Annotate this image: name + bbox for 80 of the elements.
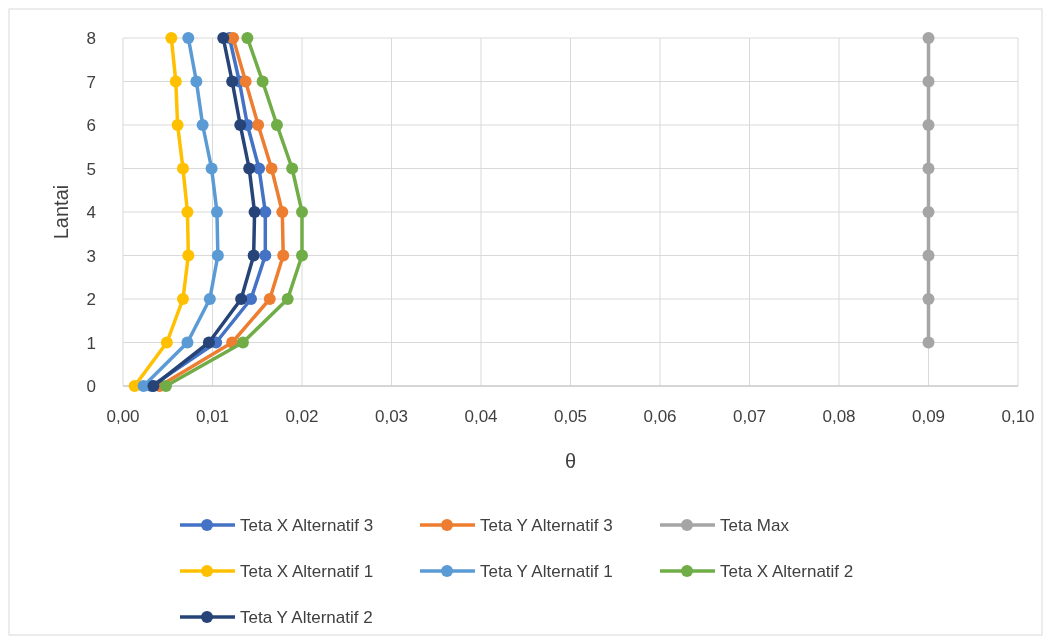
point [196, 119, 209, 131]
point [234, 119, 247, 131]
x-tick-label: 0,07 [732, 407, 767, 426]
point [248, 206, 261, 218]
x-tick-label: 0,10 [1001, 407, 1035, 426]
point [263, 293, 276, 305]
x-tick-label: 0,01 [195, 407, 230, 426]
point [202, 336, 215, 349]
legend-label: Teta Y Alternatif 3 [480, 516, 613, 535]
point [922, 293, 935, 305]
point [159, 380, 172, 392]
point [922, 32, 935, 44]
point [296, 249, 308, 262]
point [137, 380, 150, 392]
point [165, 32, 178, 44]
point [160, 336, 173, 349]
y-tick-label: 0 [86, 377, 96, 396]
point [176, 162, 189, 175]
point [169, 75, 182, 88]
point [236, 336, 249, 349]
legend-label: Teta Max [720, 516, 790, 535]
x-tick-label: 0,08 [822, 407, 856, 426]
x-tick-label: 0,03 [374, 407, 409, 426]
y-axis-title: Lantai [50, 184, 72, 240]
point [252, 119, 265, 131]
point [182, 32, 195, 44]
x-tick-label: 0,06 [643, 407, 677, 426]
point [922, 249, 935, 262]
point [256, 75, 269, 88]
y-tick-label: 8 [86, 29, 96, 48]
point [259, 206, 272, 218]
legend-label: Teta X Alternatif 1 [240, 562, 374, 581]
point [265, 162, 278, 175]
x-tick-label: 0,04 [464, 407, 498, 426]
point [227, 32, 240, 44]
point [270, 119, 283, 131]
point [922, 162, 935, 175]
y-tick-label: 5 [86, 159, 96, 179]
x-axis-title: θ [564, 450, 577, 472]
point [922, 206, 935, 218]
point [247, 249, 260, 262]
x-tick-label: 0,09 [911, 407, 946, 426]
point [276, 206, 289, 218]
y-tick-label: 2 [86, 290, 96, 309]
point [181, 206, 194, 218]
legend-label: Teta X Alternatif 3 [240, 516, 374, 535]
point [203, 293, 216, 305]
point [210, 206, 223, 218]
y-tick-label: 1 [86, 333, 96, 353]
y-tick-label: 6 [86, 116, 96, 135]
point [181, 336, 194, 349]
y-tick-label: 7 [86, 72, 96, 92]
point [243, 162, 256, 175]
point [190, 75, 203, 88]
x-tick-label: 0,05 [553, 407, 588, 426]
x-tick-label: 0,02 [285, 407, 319, 426]
point [205, 162, 218, 175]
point [241, 32, 254, 44]
x-tick-label: 0,00 [106, 407, 140, 426]
point [226, 75, 239, 88]
point [286, 162, 299, 175]
point [259, 249, 272, 262]
point [239, 75, 252, 88]
y-tick-label: 4 [86, 203, 96, 222]
point [922, 119, 935, 131]
point [281, 293, 294, 305]
point [922, 336, 935, 349]
point [922, 75, 935, 88]
y-tick-label: 3 [86, 246, 96, 266]
point [296, 206, 308, 218]
point [217, 32, 230, 44]
point [277, 249, 290, 262]
legend-label: Teta Y Alternatif 1 [480, 562, 613, 581]
point [171, 119, 184, 131]
point [235, 293, 248, 305]
point [211, 249, 224, 262]
legend-label: Teta Y Alternatif 2 [240, 608, 373, 627]
point [182, 249, 195, 262]
legend-label: Teta X Alternatif 2 [720, 562, 854, 581]
point [176, 293, 189, 305]
